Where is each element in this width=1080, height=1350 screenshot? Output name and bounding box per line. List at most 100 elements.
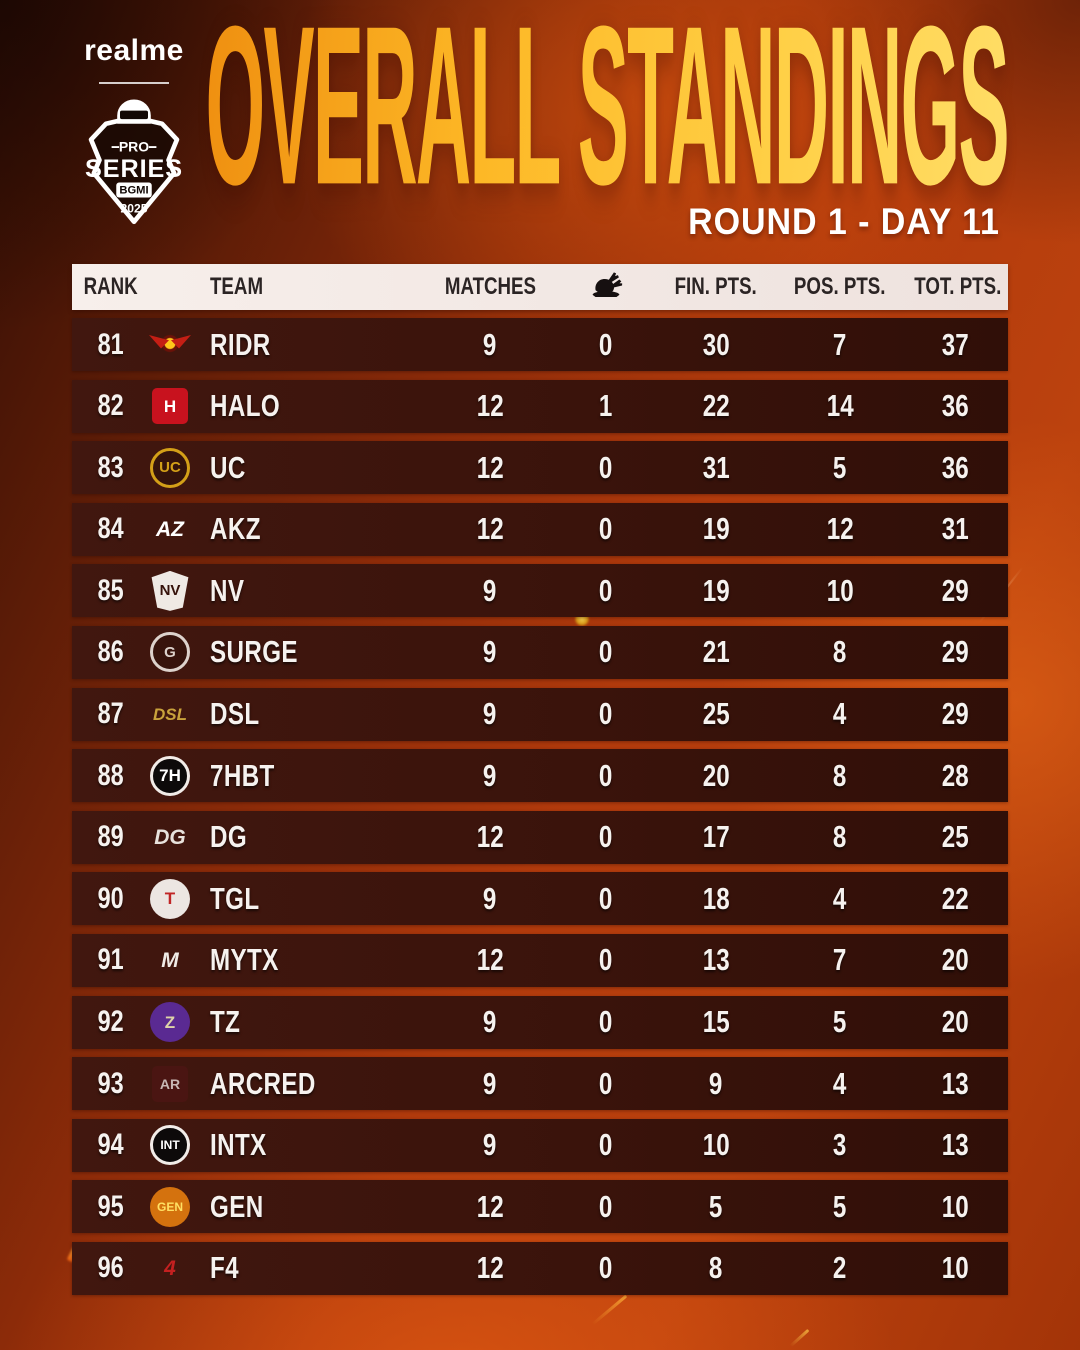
matches-value: 12: [476, 511, 504, 547]
logo-cell: GEN: [150, 1186, 190, 1227]
logo-cell: 7H: [150, 755, 190, 796]
finish-points-value: 13: [702, 942, 730, 978]
table-row: 87 DSL DSL 9 0 25 4 29: [72, 687, 1008, 741]
team-name: GEN: [210, 1188, 264, 1224]
position-points-value: 8: [833, 819, 847, 855]
column-header-wwcd: [558, 267, 654, 308]
team-logo-icon: AZ: [156, 517, 184, 541]
table-header-row: RANK TEAM MATCHES FIN. PTS. POS. PTS. TO…: [72, 264, 1008, 310]
position-points-value: 14: [826, 388, 854, 424]
team-name: ARCRED: [210, 1065, 316, 1101]
finish-points-value: 5: [709, 1188, 723, 1224]
finish-points-value: 19: [702, 572, 730, 608]
rank-cell: 95: [97, 1189, 125, 1223]
team-name: MYTX: [210, 942, 279, 978]
finish-points-value: 30: [702, 326, 730, 362]
rank-cell: 96: [97, 1251, 125, 1285]
position-points-value: 4: [833, 696, 847, 732]
total-points-value: 29: [941, 572, 969, 608]
wwcd-value: 0: [599, 819, 613, 855]
table-row: 96 4 F4 12 0 8 2 10: [72, 1241, 1008, 1295]
svg-text:2025: 2025: [121, 201, 148, 215]
table-row: 88 7H 7HBT 9 0 20 8 28: [72, 749, 1008, 803]
wwcd-value: 0: [599, 880, 613, 916]
finish-points-value: 25: [702, 696, 730, 732]
table-row: 94 INT INTX 9 0 10 3 13: [72, 1118, 1008, 1172]
team-name: F4: [210, 1250, 240, 1286]
matches-value: 12: [476, 1188, 504, 1224]
wwcd-value: 0: [599, 942, 613, 978]
finish-points-value: 19: [702, 511, 730, 547]
matches-value: 12: [476, 942, 504, 978]
position-points-value: 4: [833, 880, 847, 916]
wwcd-value: 0: [599, 634, 613, 670]
matches-value: 12: [476, 1250, 504, 1286]
table-row: 86 G SURGE 9 0 21 8 29: [72, 625, 1008, 679]
finish-points-value: 22: [702, 388, 730, 424]
team-logo-icon: G: [150, 632, 190, 673]
position-points-value: 5: [833, 449, 847, 485]
column-header-matches: MATCHES: [444, 273, 536, 300]
position-points-value: 8: [833, 757, 847, 793]
rank-cell: 88: [97, 758, 125, 792]
wwcd-value: 1: [599, 388, 613, 424]
ember-spark: [591, 1294, 628, 1326]
team-logo-icon: T: [150, 878, 190, 919]
matches-value: 12: [476, 819, 504, 855]
logo-cell: Z: [150, 1002, 190, 1043]
logo-cell: DSL: [150, 694, 190, 734]
rank-cell: 93: [97, 1066, 125, 1100]
pro-series-bgmi-logo: PRO SERIES BGMI 2025: [85, 99, 182, 225]
team-logo-icon: DSL: [153, 704, 187, 724]
position-points-value: 5: [833, 1188, 847, 1224]
logo-cell: T: [150, 878, 190, 919]
team-name: DG: [210, 819, 248, 855]
position-points-value: 4: [833, 1065, 847, 1101]
table-row: 85 NV NV 9 0 19 10 29: [72, 564, 1008, 618]
position-points-value: 8: [833, 634, 847, 670]
team-name: UC: [210, 449, 246, 485]
team-logo-icon: 4: [164, 1256, 176, 1280]
team-name: RIDR: [210, 326, 271, 362]
team-name: DSL: [210, 696, 260, 732]
team-name: AKZ: [210, 511, 261, 547]
wwcd-value: 0: [599, 757, 613, 793]
logo-cell: UC: [150, 447, 190, 488]
wwcd-value: 0: [599, 326, 613, 362]
logo-cell: 4: [150, 1248, 190, 1288]
position-points-value: 2: [833, 1250, 847, 1286]
logo-cell: INT: [150, 1125, 190, 1166]
finish-points-value: 10: [702, 1127, 730, 1163]
total-points-value: 22: [941, 880, 969, 916]
standings-body: 81 RIDR 9 0 30 7 37 82 H HALO 12 1 22 14…: [72, 318, 1008, 1295]
finish-points-value: 9: [709, 1065, 723, 1101]
table-row: 89 DG DG 12 0 17 8 25: [72, 810, 1008, 864]
brand-block: realme PRO SERIES BGMI 2025: [78, 34, 190, 226]
column-header-tot-pts: TOT. PTS.: [914, 273, 1002, 300]
wwcd-value: 0: [599, 696, 613, 732]
logo-cell: NV: [150, 570, 190, 611]
logo-cell: M: [150, 940, 190, 980]
total-points-value: 20: [941, 1004, 969, 1040]
rank-cell: 84: [97, 512, 125, 546]
total-points-value: 25: [941, 819, 969, 855]
total-points-value: 36: [941, 449, 969, 485]
column-header-pos-pts: POS. PTS.: [794, 273, 886, 300]
team-logo-icon: UC: [150, 447, 190, 488]
rank-cell: 85: [97, 573, 125, 607]
team-logo-icon: AR: [152, 1065, 188, 1102]
finish-points-value: 31: [702, 449, 730, 485]
column-header-rank: RANK: [83, 273, 139, 300]
total-points-value: 13: [941, 1127, 969, 1163]
table-row: 95 GEN GEN 12 0 5 5 10: [72, 1180, 1008, 1234]
total-points-value: 29: [941, 634, 969, 670]
total-points-value: 37: [941, 326, 969, 362]
finish-points-value: 21: [702, 634, 730, 670]
team-logo-icon: GEN: [150, 1186, 190, 1227]
matches-value: 12: [476, 449, 504, 485]
wwcd-value: 0: [599, 511, 613, 547]
team-logo-icon: NV: [151, 570, 189, 611]
wwcd-value: 0: [599, 449, 613, 485]
column-header-fin-pts: FIN. PTS.: [674, 273, 758, 300]
ember-spark: [789, 1328, 810, 1348]
